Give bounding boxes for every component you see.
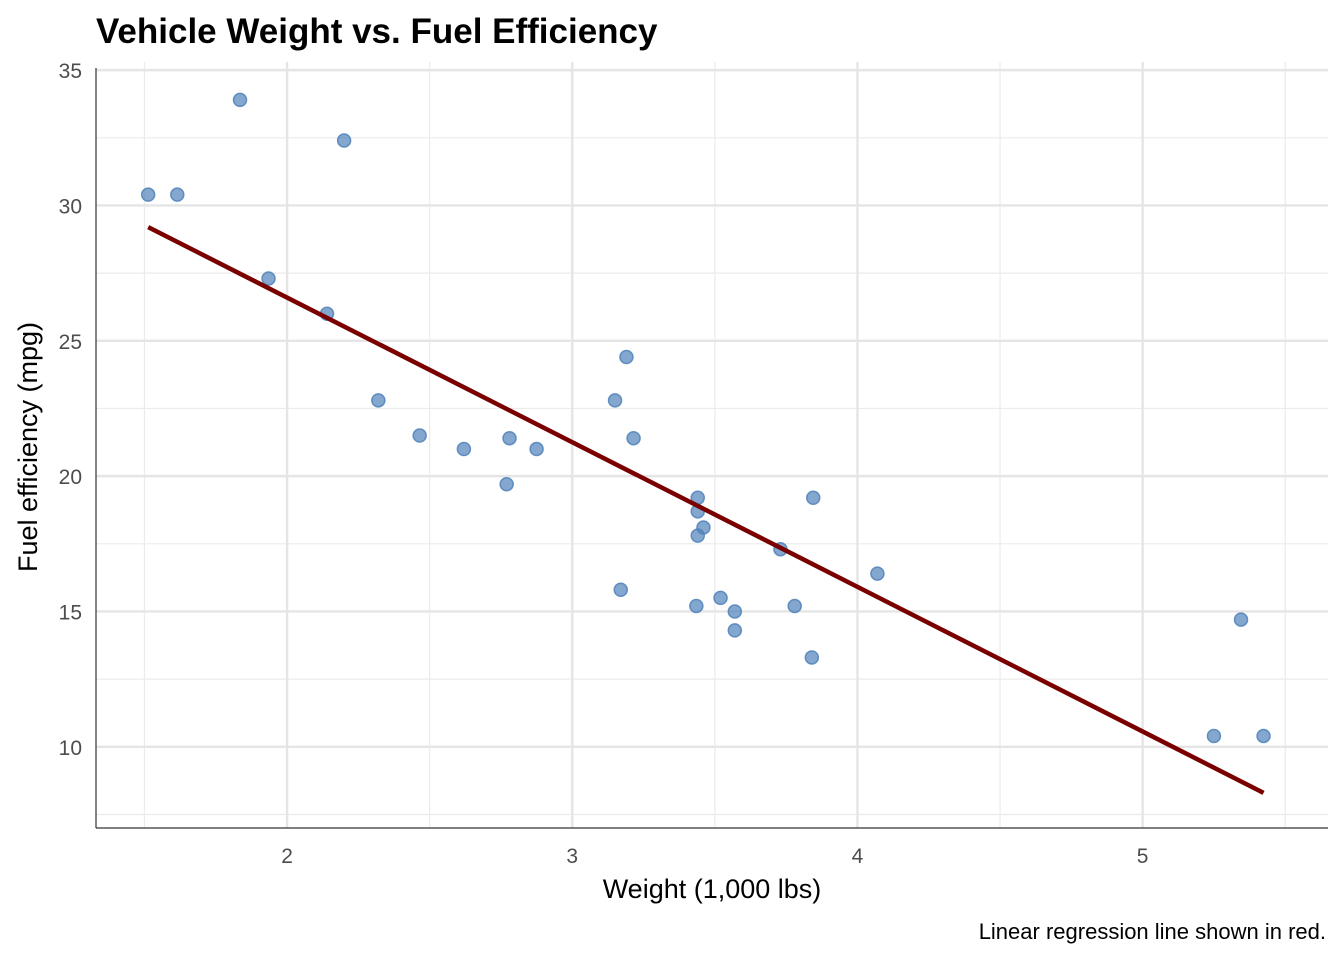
data-point: [727, 623, 743, 638]
x-tick-label: 2: [281, 845, 293, 868]
data-point: [502, 430, 517, 446]
y-tick-label: 10: [59, 737, 82, 760]
data-point: [713, 590, 728, 606]
y-tick-label: 20: [59, 466, 82, 489]
data-point: [613, 582, 628, 598]
major-gridlines: [96, 62, 1328, 828]
data-point: [1233, 612, 1249, 627]
data-point: [727, 604, 743, 619]
y-tick-label: 35: [59, 60, 82, 83]
data-point: [371, 393, 386, 408]
y-tick-label: 30: [59, 195, 82, 218]
x-tick-label: 4: [852, 845, 864, 868]
data-point: [607, 393, 623, 408]
chart-caption: Linear regression line shown in red.: [979, 919, 1326, 944]
x-tick-label: 3: [566, 845, 578, 868]
data-point: [1206, 728, 1222, 744]
data-points: [140, 92, 1271, 744]
data-point: [619, 349, 634, 365]
x-tick-label: 5: [1137, 845, 1149, 868]
x-axis-label: Weight (1,000 lbs): [603, 874, 822, 904]
chart-title: Vehicle Weight vs. Fuel Efficiency: [96, 12, 658, 51]
data-point: [805, 490, 821, 506]
data-point: [261, 271, 276, 286]
data-point: [499, 476, 514, 492]
data-point: [336, 133, 352, 148]
data-point: [1256, 728, 1271, 744]
data-point: [626, 430, 641, 446]
data-point: [412, 428, 427, 443]
y-axis-ticks: 10 15 20 25 30 35: [59, 60, 82, 760]
data-point: [870, 566, 885, 581]
y-axis-label: Fuel efficiency (mpg): [13, 322, 43, 572]
minor-gridlines: [96, 62, 1328, 828]
data-point: [456, 441, 472, 457]
regression-line: [147, 225, 1265, 795]
y-tick-label: 15: [59, 601, 82, 624]
data-point: [689, 598, 704, 614]
data-point: [690, 528, 705, 543]
y-tick-label: 25: [59, 331, 82, 354]
data-point: [232, 92, 248, 108]
x-axis-ticks: 2 3 4 5: [281, 845, 1148, 868]
data-point: [140, 187, 156, 202]
data-point: [804, 650, 820, 665]
data-point: [787, 598, 802, 614]
data-point: [529, 441, 544, 457]
data-point: [170, 187, 185, 202]
